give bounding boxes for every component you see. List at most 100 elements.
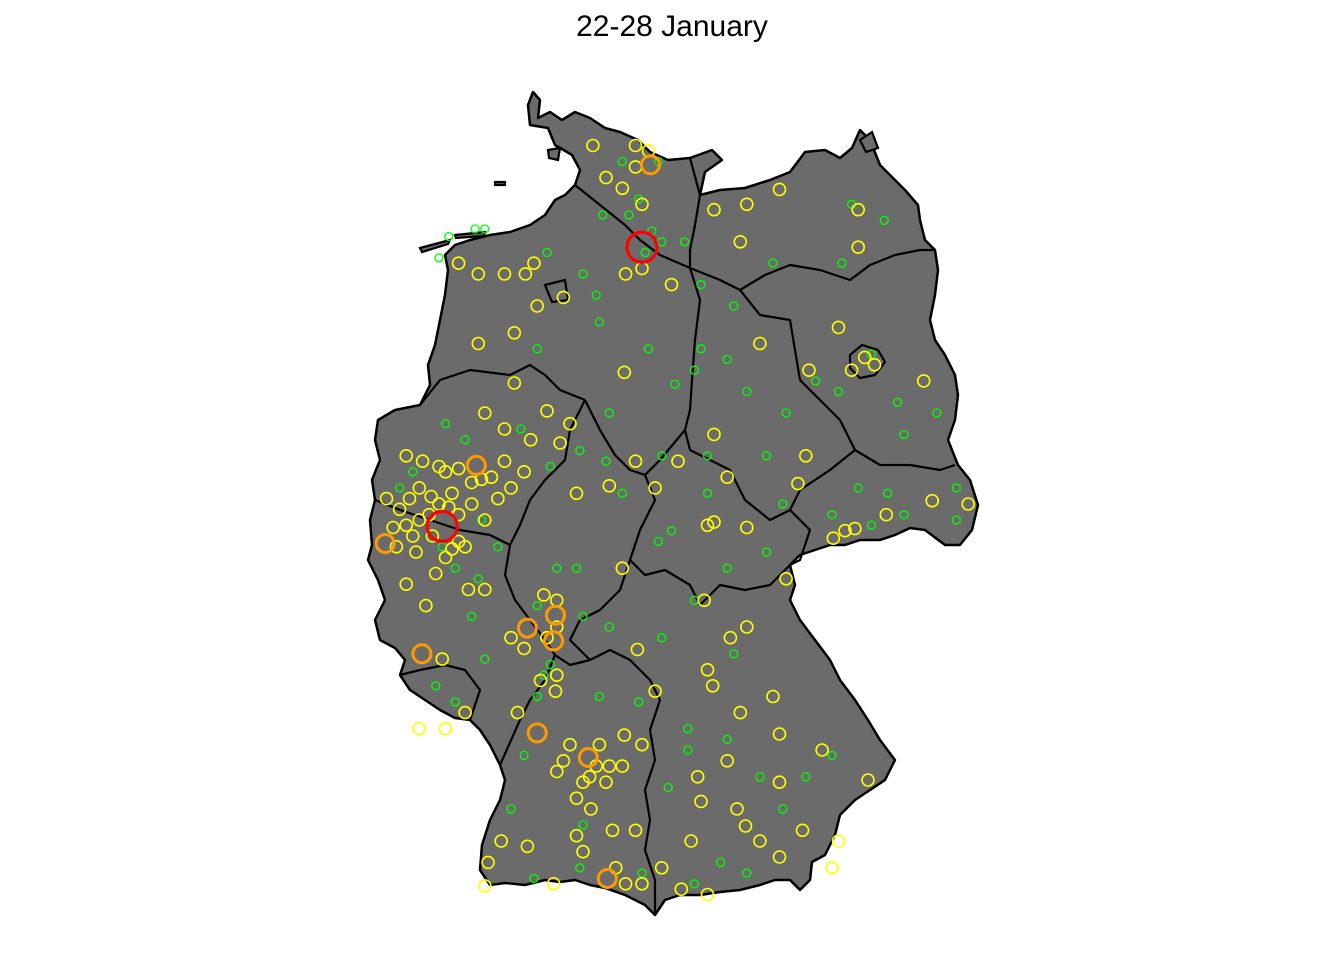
marker-low — [467, 611, 477, 621]
marker-medium — [497, 422, 512, 436]
marker-low — [657, 451, 667, 461]
marker-low — [689, 365, 700, 375]
marker-medium — [592, 737, 607, 752]
marker-low — [702, 451, 713, 461]
marker-medium — [802, 363, 816, 378]
marker-medium — [517, 641, 531, 656]
marker-medium — [428, 566, 443, 581]
marker-low — [696, 279, 706, 290]
marker-low — [476, 515, 487, 525]
marker-medium — [707, 202, 721, 217]
border-nw-rp — [374, 498, 511, 546]
island-1 — [418, 238, 453, 254]
marker-low — [473, 574, 483, 584]
marker-medium — [791, 476, 805, 491]
marker-low — [778, 804, 788, 814]
marker-medium — [857, 350, 872, 365]
marker-very-high — [425, 509, 459, 544]
marker-low — [932, 408, 942, 418]
marker-low — [657, 237, 667, 247]
marker-medium — [694, 794, 708, 809]
marker-medium — [700, 518, 715, 533]
island-2 — [453, 230, 487, 240]
marker-low — [450, 563, 460, 573]
marker-medium — [412, 481, 427, 495]
marker-low — [598, 210, 608, 220]
marker-low — [529, 873, 539, 884]
marker-medium — [435, 652, 450, 666]
marker-low — [742, 868, 752, 878]
marker-medium — [739, 197, 754, 212]
marker-medium — [464, 475, 479, 490]
marker-medium — [838, 523, 852, 538]
border-he-bw — [554, 654, 591, 667]
marker-medium — [518, 267, 533, 281]
marker-medium — [615, 181, 630, 196]
marker-low — [594, 317, 605, 327]
marker-medium — [599, 775, 613, 790]
marker-medium — [733, 705, 748, 720]
marker-low — [434, 253, 444, 263]
marker-medium — [549, 668, 564, 683]
marker-medium — [772, 182, 787, 197]
marker-low — [643, 344, 654, 354]
marker-medium — [386, 520, 400, 535]
marker-medium — [961, 497, 976, 511]
marker-medium — [504, 630, 518, 645]
marker-medium — [477, 582, 492, 597]
marker-low — [571, 563, 582, 573]
marker-medium — [477, 406, 492, 420]
marker-low — [683, 724, 693, 734]
border-he-rp — [503, 544, 556, 656]
marker-low — [480, 654, 490, 664]
island-6 — [858, 130, 880, 154]
marker-low — [853, 483, 863, 493]
marker-low — [617, 488, 627, 498]
marker-low — [634, 697, 644, 707]
marker-low — [866, 520, 876, 530]
marker-medium — [389, 539, 404, 554]
marker-medium — [484, 470, 499, 485]
map-title: 22-28 January — [576, 10, 768, 43]
marker-medium — [690, 769, 705, 784]
marker-medium — [615, 759, 630, 773]
marker-medium — [477, 513, 492, 527]
marker-medium — [684, 834, 698, 848]
border-st-th — [683, 429, 856, 522]
marker-medium — [392, 502, 407, 517]
marker-medium — [753, 336, 767, 351]
marker-low — [545, 659, 555, 670]
marker-low — [532, 691, 542, 702]
marker-low — [624, 210, 634, 220]
marker-low — [408, 467, 418, 477]
marker-medium — [730, 802, 744, 816]
marker-low — [679, 237, 690, 247]
marker-medium — [697, 593, 712, 608]
marker-medium — [415, 454, 430, 469]
marker-layer — [374, 138, 976, 902]
marker-medium — [507, 376, 522, 390]
marker-medium — [720, 470, 735, 485]
marker-low — [552, 563, 562, 573]
marker-medium — [510, 705, 525, 720]
marker-medium — [549, 764, 564, 779]
marker-medium — [451, 461, 466, 476]
marker-low — [702, 488, 713, 498]
marker-low — [617, 156, 627, 167]
marker-medium — [861, 773, 875, 787]
marker-low — [450, 697, 460, 707]
marker-low — [729, 301, 739, 311]
marker-low — [545, 461, 555, 472]
marker-low — [742, 386, 752, 397]
marker-medium — [569, 791, 584, 806]
marker-medium — [471, 267, 486, 281]
marker-low — [670, 379, 680, 389]
marker-low — [663, 782, 673, 793]
marker-low — [899, 510, 909, 520]
marker-medium — [753, 834, 767, 848]
border-sh-mv — [688, 157, 702, 268]
marker-medium — [402, 491, 417, 506]
border-sh-ni — [574, 184, 691, 270]
marker-low — [951, 483, 962, 493]
